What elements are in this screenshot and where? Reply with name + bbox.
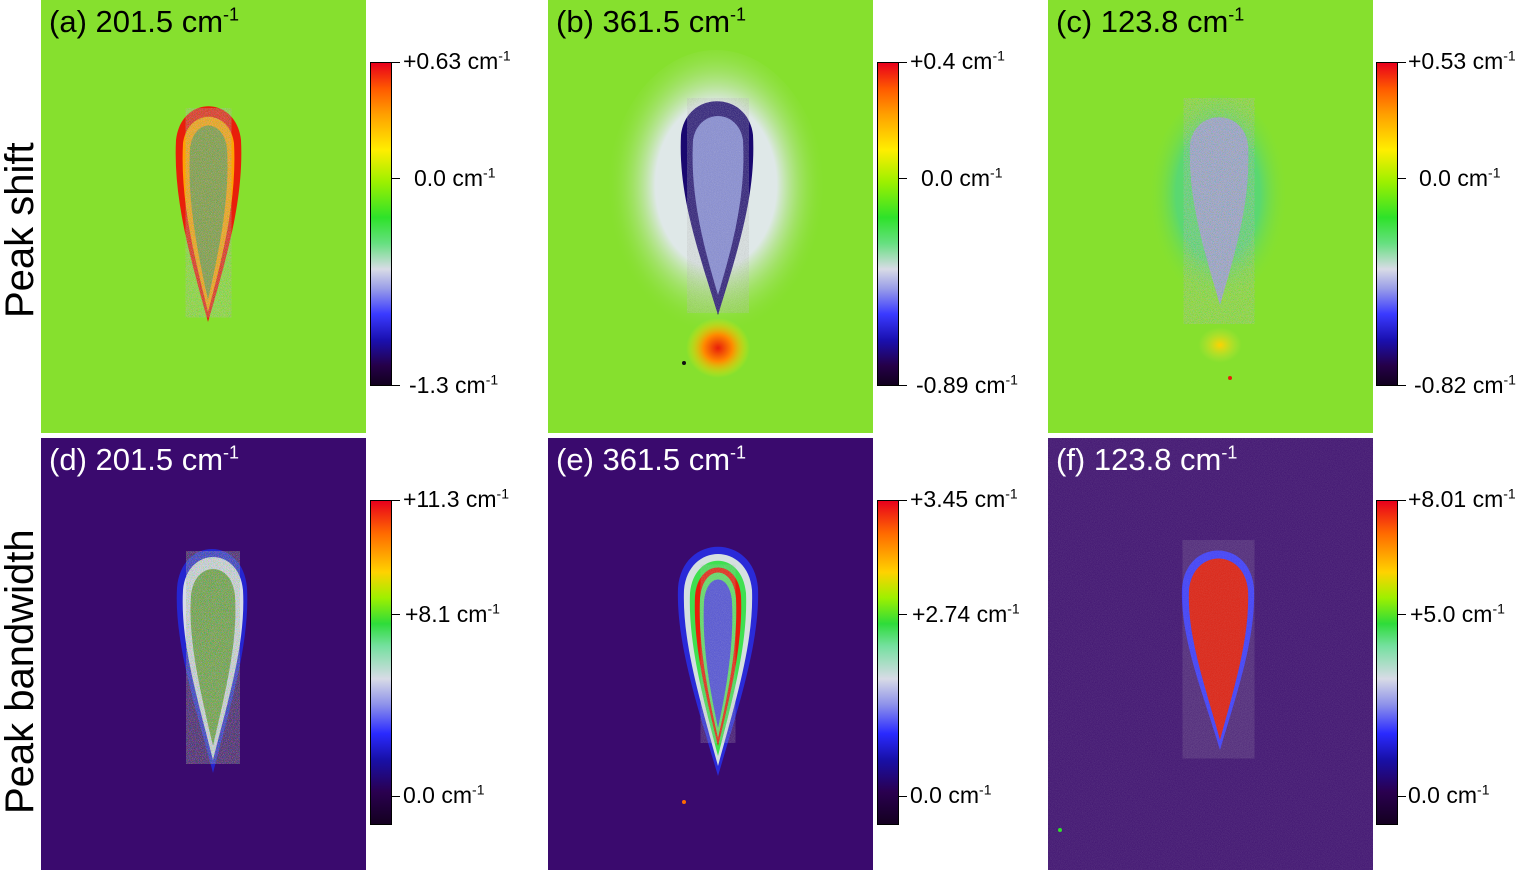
tick — [1398, 614, 1406, 615]
panel-c-cb-min: -0.82 cm-1 — [1414, 371, 1516, 398]
row-label-peak-bandwidth: Peak bandwidth — [0, 529, 42, 814]
tick — [392, 796, 400, 797]
panel-b-cb-min: -0.89 cm-1 — [916, 371, 1018, 398]
tick — [392, 62, 400, 63]
panel-a-cb-max: +0.63 cm-1 — [403, 47, 511, 74]
panel-c-cb-mid: 0.0 cm-1 — [1419, 164, 1501, 191]
tick — [392, 614, 400, 615]
panel-c-colorbar — [1376, 62, 1398, 386]
panel-d-cb-min: 0.0 cm-1 — [403, 781, 485, 808]
tick — [392, 385, 400, 386]
panel-c-map: (c) 123.8 cm-1 — [1048, 0, 1373, 433]
panel-d-cb-max: +11.3 cm-1 — [403, 485, 509, 512]
panel-a-cb-min: -1.3 cm-1 — [409, 371, 499, 398]
panel-e-map: (e) 361.5 cm-1 — [548, 438, 873, 870]
panel-e-cb-max: +3.45 cm-1 — [910, 485, 1018, 512]
tick — [899, 178, 907, 179]
panel-b-cb-max: +0.4 cm-1 — [910, 47, 1005, 74]
row-label-peak-shift: Peak shift — [0, 142, 42, 318]
tick — [1398, 385, 1406, 386]
panel-c-title: (c) 123.8 cm-1 — [1056, 4, 1245, 39]
hot-spot — [686, 318, 750, 378]
panel-f-map: (f) 123.8 cm-1 — [1048, 438, 1373, 870]
panel-d-map: (d) 201.5 cm-1 — [41, 438, 366, 870]
panel-f-title: (f) 123.8 cm-1 — [1056, 442, 1238, 477]
panel-e-cb-min: 0.0 cm-1 — [910, 781, 992, 808]
panel-b-cb-mid: 0.0 cm-1 — [921, 164, 1003, 191]
tick — [899, 385, 907, 386]
panel-f-cb-mid: +5.0 cm-1 — [1410, 600, 1505, 627]
panel-e-title: (e) 361.5 cm-1 — [556, 442, 747, 477]
tick — [899, 62, 907, 63]
panel-d-cb-mid: +8.1 cm-1 — [405, 600, 500, 627]
tick — [899, 796, 907, 797]
tick — [1398, 62, 1406, 63]
panel-c-cb-max: +0.53 cm-1 — [1408, 47, 1516, 74]
tick — [899, 500, 907, 501]
panel-e-colorbar — [877, 500, 899, 825]
panel-b-colorbar — [877, 62, 899, 386]
hot-spot — [1198, 327, 1242, 363]
panel-f-cb-min: 0.0 cm-1 — [1408, 781, 1490, 808]
panel-e-cb-mid: +2.74 cm-1 — [912, 600, 1020, 627]
panel-f-colorbar — [1376, 500, 1398, 825]
panel-a-colorbar — [370, 62, 392, 386]
panel-f-cb-max: +8.01 cm-1 — [1408, 485, 1516, 512]
panel-b-map: (b) 361.5 cm-1 — [548, 0, 873, 433]
panel-d-colorbar — [370, 500, 392, 825]
panel-d-title: (d) 201.5 cm-1 — [49, 442, 240, 477]
panel-a-cb-mid: 0.0 cm-1 — [414, 164, 496, 191]
panel-a-map: (a) 201.5 cm-1 — [41, 0, 366, 433]
tick — [392, 178, 400, 179]
tick — [1398, 500, 1406, 501]
tick — [1398, 178, 1406, 179]
panel-b-title: (b) 361.5 cm-1 — [556, 4, 747, 39]
panel-a-title: (a) 201.5 cm-1 — [49, 4, 240, 39]
tick — [899, 614, 907, 615]
tick — [1398, 796, 1406, 797]
tick — [392, 500, 400, 501]
